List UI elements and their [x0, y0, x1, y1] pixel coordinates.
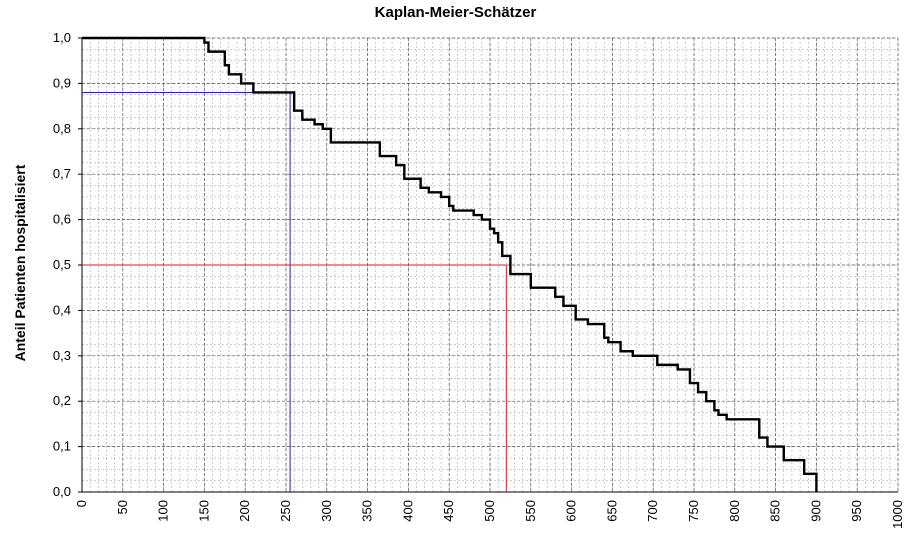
x-tick-label: 750 [686, 500, 701, 522]
x-tick-label: 350 [360, 500, 375, 522]
chart-title: Kaplan-Meier-Schätzer [374, 4, 537, 21]
x-tick-label: 150 [196, 500, 211, 522]
x-tick-label: 550 [523, 500, 538, 522]
x-tick-label: 800 [727, 500, 742, 522]
y-tick-label: 0,6 [53, 212, 71, 227]
x-tick-label: 450 [441, 500, 456, 522]
x-tick-label: 650 [604, 500, 619, 522]
y-tick-label: 0,8 [53, 121, 71, 136]
x-tick-label: 100 [156, 500, 171, 522]
x-tick-label: 700 [645, 500, 660, 522]
x-tick-label: 950 [849, 500, 864, 522]
y-tick-label: 0,5 [53, 257, 71, 272]
x-tick-label: 400 [400, 500, 415, 522]
y-tick-label: 1,0 [53, 30, 71, 45]
y-tick-label: 0,3 [53, 348, 71, 363]
y-tick-label: 0,7 [53, 166, 71, 181]
x-tick-label: 500 [482, 500, 497, 522]
x-tick-label: 200 [237, 500, 252, 522]
y-tick-label: 0,4 [53, 302, 71, 317]
x-tick-label: 300 [319, 500, 334, 522]
x-tick-label: 50 [115, 500, 130, 514]
y-tick-label: 0,0 [53, 484, 71, 499]
x-tick-label: 1000 [890, 500, 905, 529]
x-tick-label: 850 [768, 500, 783, 522]
x-tick-label: 900 [808, 500, 823, 522]
x-tick-label: 0 [74, 500, 89, 507]
x-tick-label: 600 [564, 500, 579, 522]
y-tick-label: 0,1 [53, 439, 71, 454]
x-tick-label: 250 [278, 500, 293, 522]
y-tick-label: 0,2 [53, 393, 71, 408]
survival-curve [82, 36, 818, 492]
y-tick-label: 0,9 [53, 75, 71, 90]
